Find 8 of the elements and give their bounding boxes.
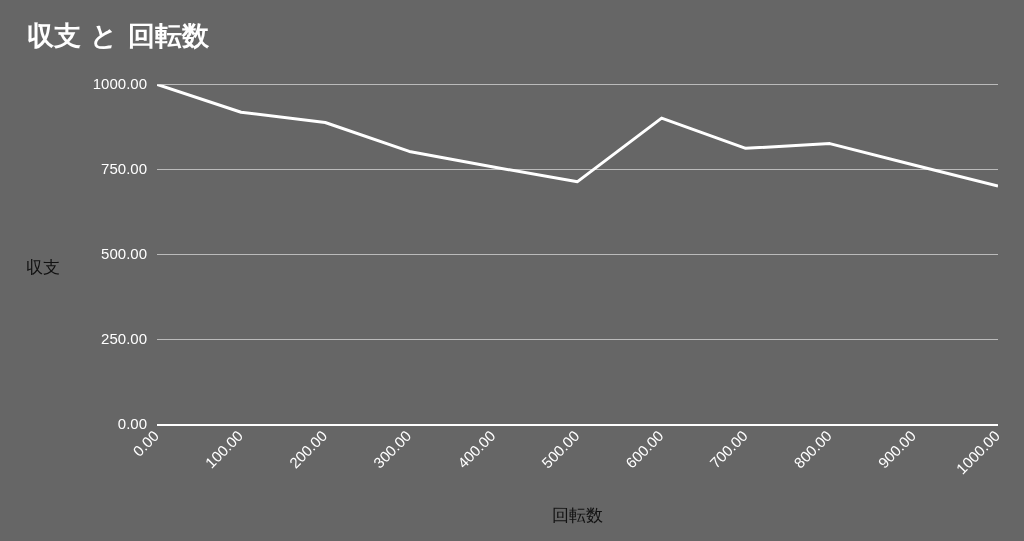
y-tick-label: 750.00 bbox=[101, 159, 147, 177]
x-axis-title: 回転数 bbox=[552, 506, 603, 526]
chart-title: 収支 と 回転数 bbox=[27, 20, 210, 52]
y-tick-label: 0.00 bbox=[117, 414, 147, 432]
y-axis-title: 収支 bbox=[26, 256, 60, 279]
y-tick-label: 500.00 bbox=[101, 244, 147, 262]
y-tick-label: 250.00 bbox=[101, 329, 147, 347]
y-tick-label: 1000.00 bbox=[92, 74, 147, 92]
